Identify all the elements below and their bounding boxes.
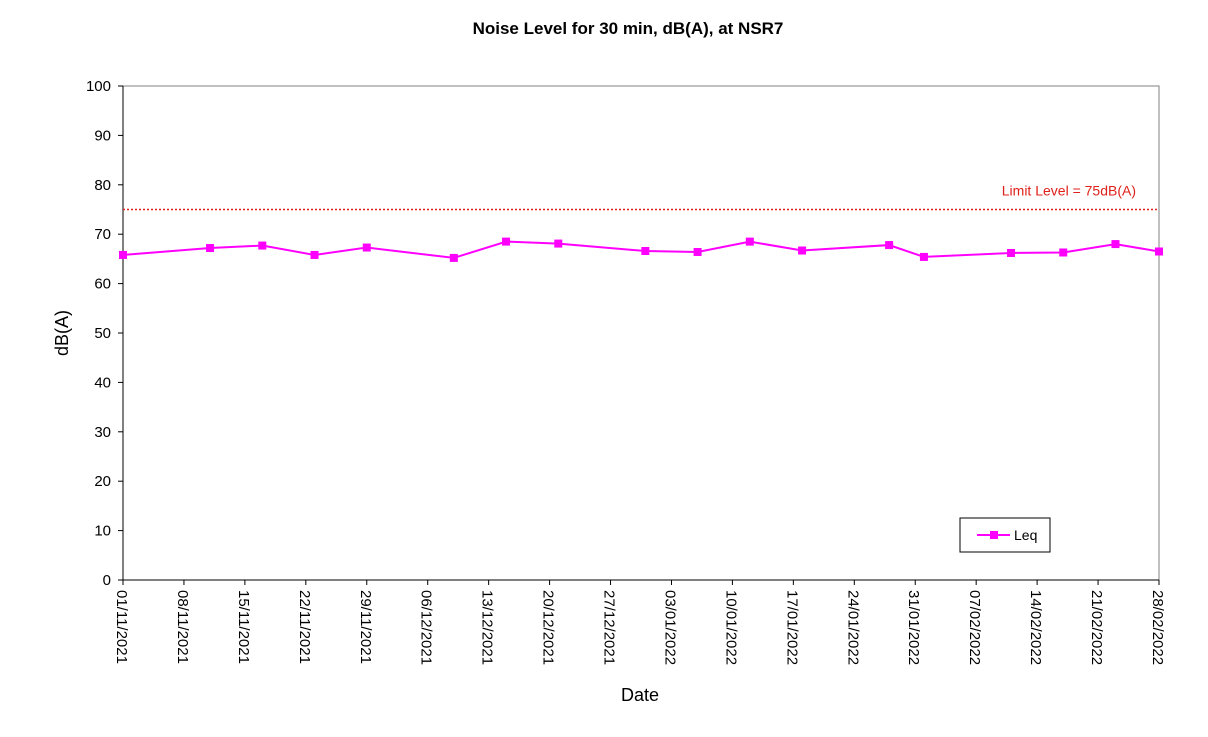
leq-data-point <box>362 243 371 252</box>
x-axis-label: Date <box>621 685 659 705</box>
y-tick-label: 70 <box>94 226 111 243</box>
x-tick-label: 17/01/2022 <box>783 590 800 665</box>
x-tick-label: 22/11/2021 <box>296 590 313 664</box>
y-tick-label: 40 <box>94 374 111 391</box>
leq-data-point <box>502 237 511 246</box>
x-tick-label: 13/12/2021 <box>479 590 496 665</box>
leq-data-point <box>1111 240 1120 249</box>
y-tick-label: 90 <box>94 127 111 144</box>
y-tick-label: 20 <box>94 473 111 490</box>
x-tick-label: 21/02/2022 <box>1088 590 1105 665</box>
leq-data-point <box>1059 248 1068 257</box>
leq-data-point <box>258 241 267 250</box>
x-tick-label: 01/11/2021 <box>113 590 130 664</box>
chart-title: Noise Level for 30 min, dB(A), at NSR7 <box>473 19 784 38</box>
limit-level-label: Limit Level = 75dB(A) <box>1002 183 1136 199</box>
x-axis-ticks: 01/11/2021 08/11/2021 15/11/2021 22/11/2021… <box>113 580 1166 665</box>
x-tick-label: 07/02/2022 <box>966 590 983 665</box>
leq-series-points <box>119 237 1163 262</box>
x-tick-label: 27/12/2021 <box>601 590 618 665</box>
x-tick-label: 03/01/2022 <box>661 590 678 665</box>
y-axis-ticks: 0 10 20 30 40 50 60 70 80 90 100 <box>86 78 123 589</box>
x-tick-label: 10/01/2022 <box>722 590 739 665</box>
legend-entry-leq: Leq <box>1014 527 1037 543</box>
leq-data-point <box>449 253 458 262</box>
y-tick-label: 50 <box>94 325 111 342</box>
leq-data-point <box>641 246 650 255</box>
y-tick-label: 80 <box>94 177 111 194</box>
y-tick-label: 30 <box>94 424 111 441</box>
leq-data-point <box>310 250 319 259</box>
leq-data-point <box>885 241 894 250</box>
x-tick-label: 24/01/2022 <box>844 590 861 665</box>
y-tick-label: 100 <box>86 78 111 95</box>
leq-data-point <box>693 247 702 256</box>
leq-data-point <box>1007 248 1015 257</box>
leq-data-point <box>798 246 807 255</box>
y-tick-label: 60 <box>94 276 111 293</box>
y-tick-label: 10 <box>94 523 111 540</box>
legend: Leq <box>959 517 1051 553</box>
x-tick-label: 20/12/2021 <box>540 590 557 665</box>
x-tick-label: 28/02/2022 <box>1149 590 1166 665</box>
plot-area <box>122 85 1160 581</box>
x-tick-label: 14/02/2022 <box>1027 590 1044 665</box>
leq-data-point <box>1155 247 1163 256</box>
leq-data-point <box>554 239 563 248</box>
leq-data-point <box>745 237 754 246</box>
x-tick-label: 15/11/2021 <box>235 590 252 664</box>
x-tick-label: 06/12/2021 <box>418 590 435 665</box>
leq-data-point <box>206 244 215 253</box>
x-tick-label: 31/01/2022 <box>905 590 922 665</box>
legend-marker-swatch <box>990 531 998 539</box>
y-axis-label: dB(A) <box>52 310 72 356</box>
x-tick-label: 08/11/2021 <box>174 590 191 664</box>
leq-data-point <box>119 250 127 259</box>
leq-series-line <box>122 240 1160 259</box>
leq-data-point <box>919 252 928 261</box>
x-tick-label: 29/11/2021 <box>357 590 374 664</box>
y-tick-label: 0 <box>103 572 111 589</box>
